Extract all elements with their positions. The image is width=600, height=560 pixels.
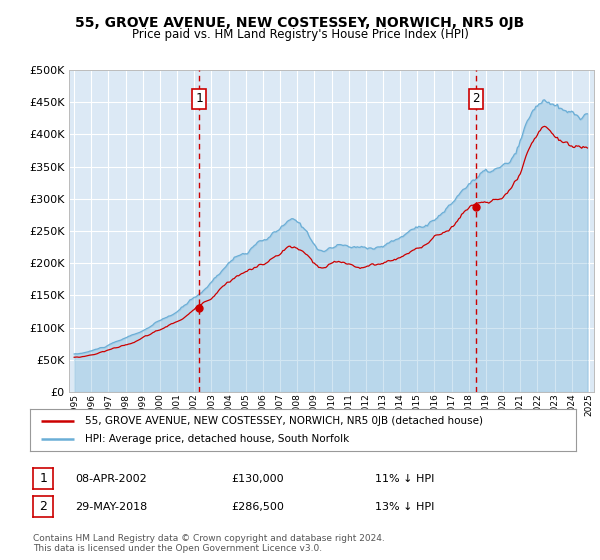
Text: This data is licensed under the Open Government Licence v3.0.: This data is licensed under the Open Gov… <box>33 544 322 553</box>
Text: 2: 2 <box>472 92 480 105</box>
Text: Price paid vs. HM Land Registry's House Price Index (HPI): Price paid vs. HM Land Registry's House … <box>131 28 469 41</box>
Text: HPI: Average price, detached house, South Norfolk: HPI: Average price, detached house, Sout… <box>85 434 349 444</box>
Text: 08-APR-2002: 08-APR-2002 <box>75 474 147 484</box>
Text: £286,500: £286,500 <box>231 502 284 512</box>
Text: 2: 2 <box>39 500 47 514</box>
Text: 1: 1 <box>39 472 47 486</box>
Text: 1: 1 <box>195 92 203 105</box>
Text: 55, GROVE AVENUE, NEW COSTESSEY, NORWICH, NR5 0JB (detached house): 55, GROVE AVENUE, NEW COSTESSEY, NORWICH… <box>85 416 482 426</box>
Text: 29-MAY-2018: 29-MAY-2018 <box>75 502 147 512</box>
Text: Contains HM Land Registry data © Crown copyright and database right 2024.: Contains HM Land Registry data © Crown c… <box>33 534 385 543</box>
Text: 11% ↓ HPI: 11% ↓ HPI <box>375 474 434 484</box>
Text: 55, GROVE AVENUE, NEW COSTESSEY, NORWICH, NR5 0JB: 55, GROVE AVENUE, NEW COSTESSEY, NORWICH… <box>76 16 524 30</box>
Text: 13% ↓ HPI: 13% ↓ HPI <box>375 502 434 512</box>
Text: £130,000: £130,000 <box>231 474 284 484</box>
